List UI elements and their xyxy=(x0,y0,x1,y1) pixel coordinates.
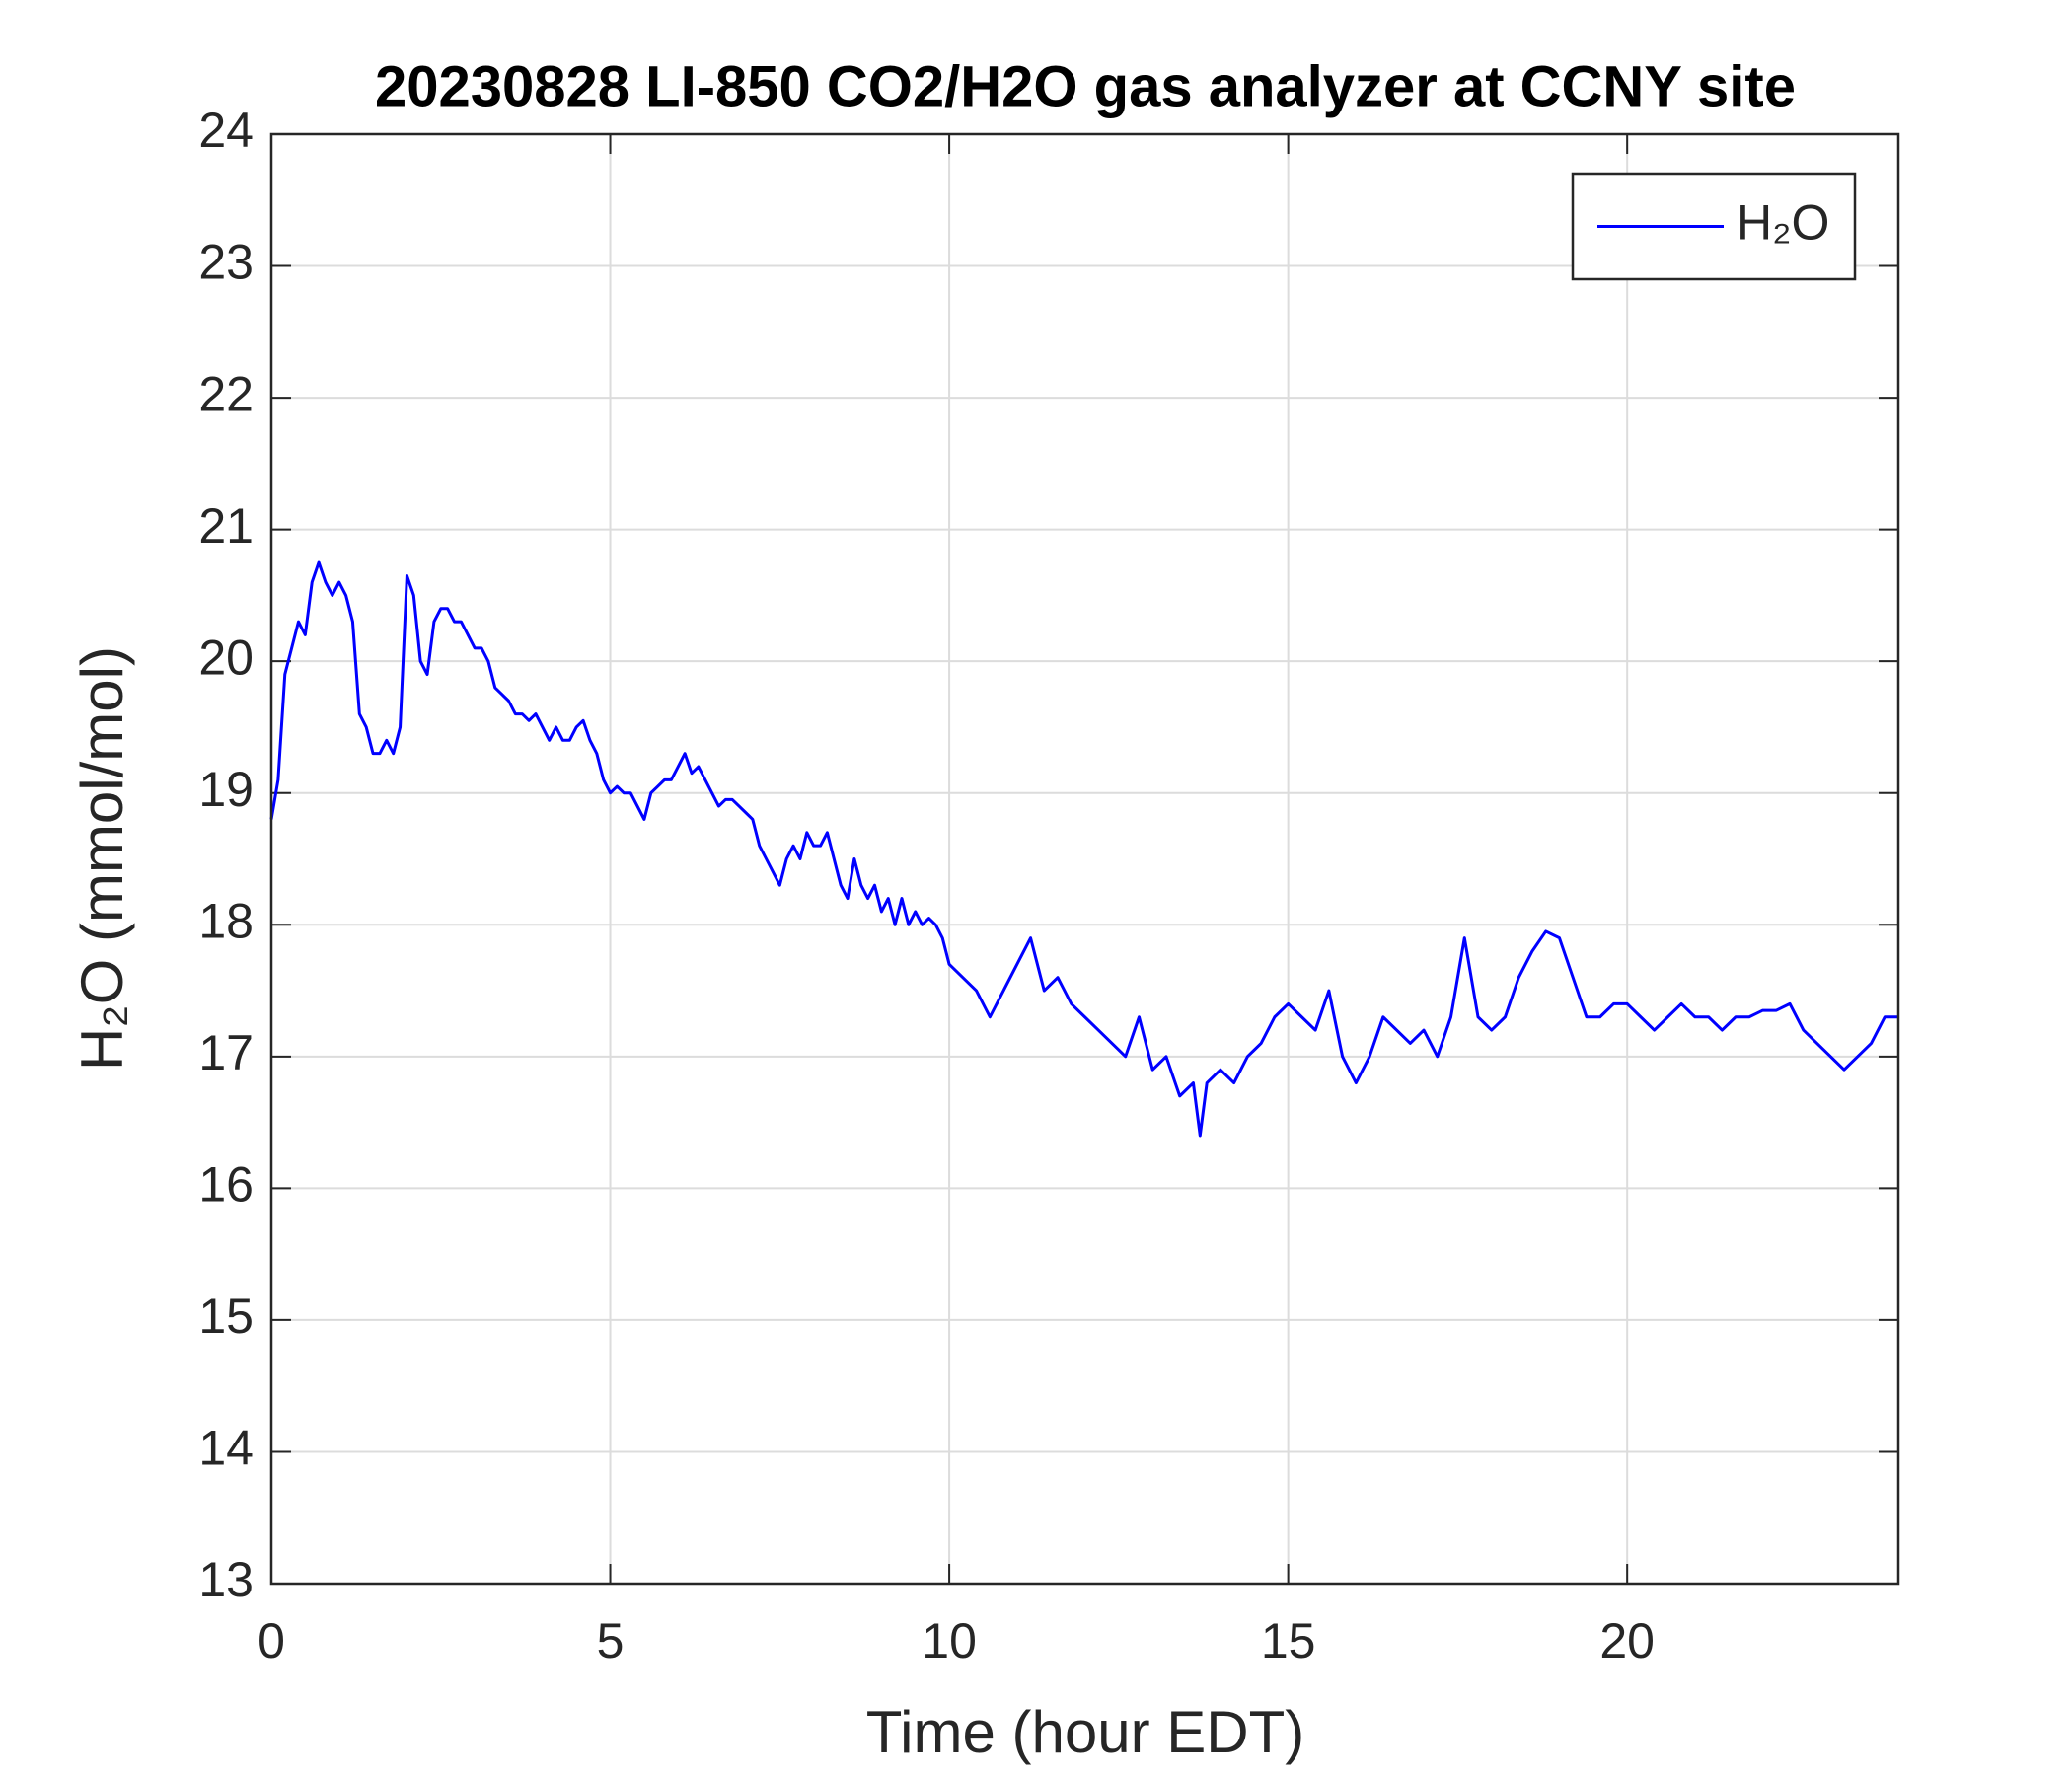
x-tick-label: 5 xyxy=(597,1613,625,1668)
x-tick-label: 20 xyxy=(1599,1613,1655,1668)
y-tick-label: 24 xyxy=(198,103,254,158)
y-tick-label: 16 xyxy=(198,1157,254,1213)
y-tick-label: 22 xyxy=(198,366,254,421)
x-tick-label: 0 xyxy=(258,1613,285,1668)
x-tick-label: 15 xyxy=(1261,1613,1316,1668)
y-axis-label: H₂O (mmol/mol) xyxy=(69,646,135,1071)
legend-label: H₂O xyxy=(1737,195,1829,251)
x-tick-label: 10 xyxy=(922,1613,977,1668)
y-tick-label: 17 xyxy=(198,1025,254,1080)
y-tick-label: 14 xyxy=(198,1421,254,1476)
plot-frame xyxy=(269,132,1900,1586)
y-tick-label: 18 xyxy=(198,893,254,948)
x-axis-label: Time (hour EDT) xyxy=(866,1699,1305,1765)
chart-title: 20230828 LI-850 CO2/H2O gas analyzer at … xyxy=(375,54,1796,118)
y-tick-label: 19 xyxy=(198,762,254,817)
y-tick-label: 13 xyxy=(198,1552,254,1607)
data-line xyxy=(269,560,1898,1138)
y-tick-label: 21 xyxy=(198,498,254,554)
y-tick-label: 23 xyxy=(198,235,254,290)
y-tick-label: 20 xyxy=(198,629,254,685)
y-tick-label: 15 xyxy=(198,1289,254,1344)
